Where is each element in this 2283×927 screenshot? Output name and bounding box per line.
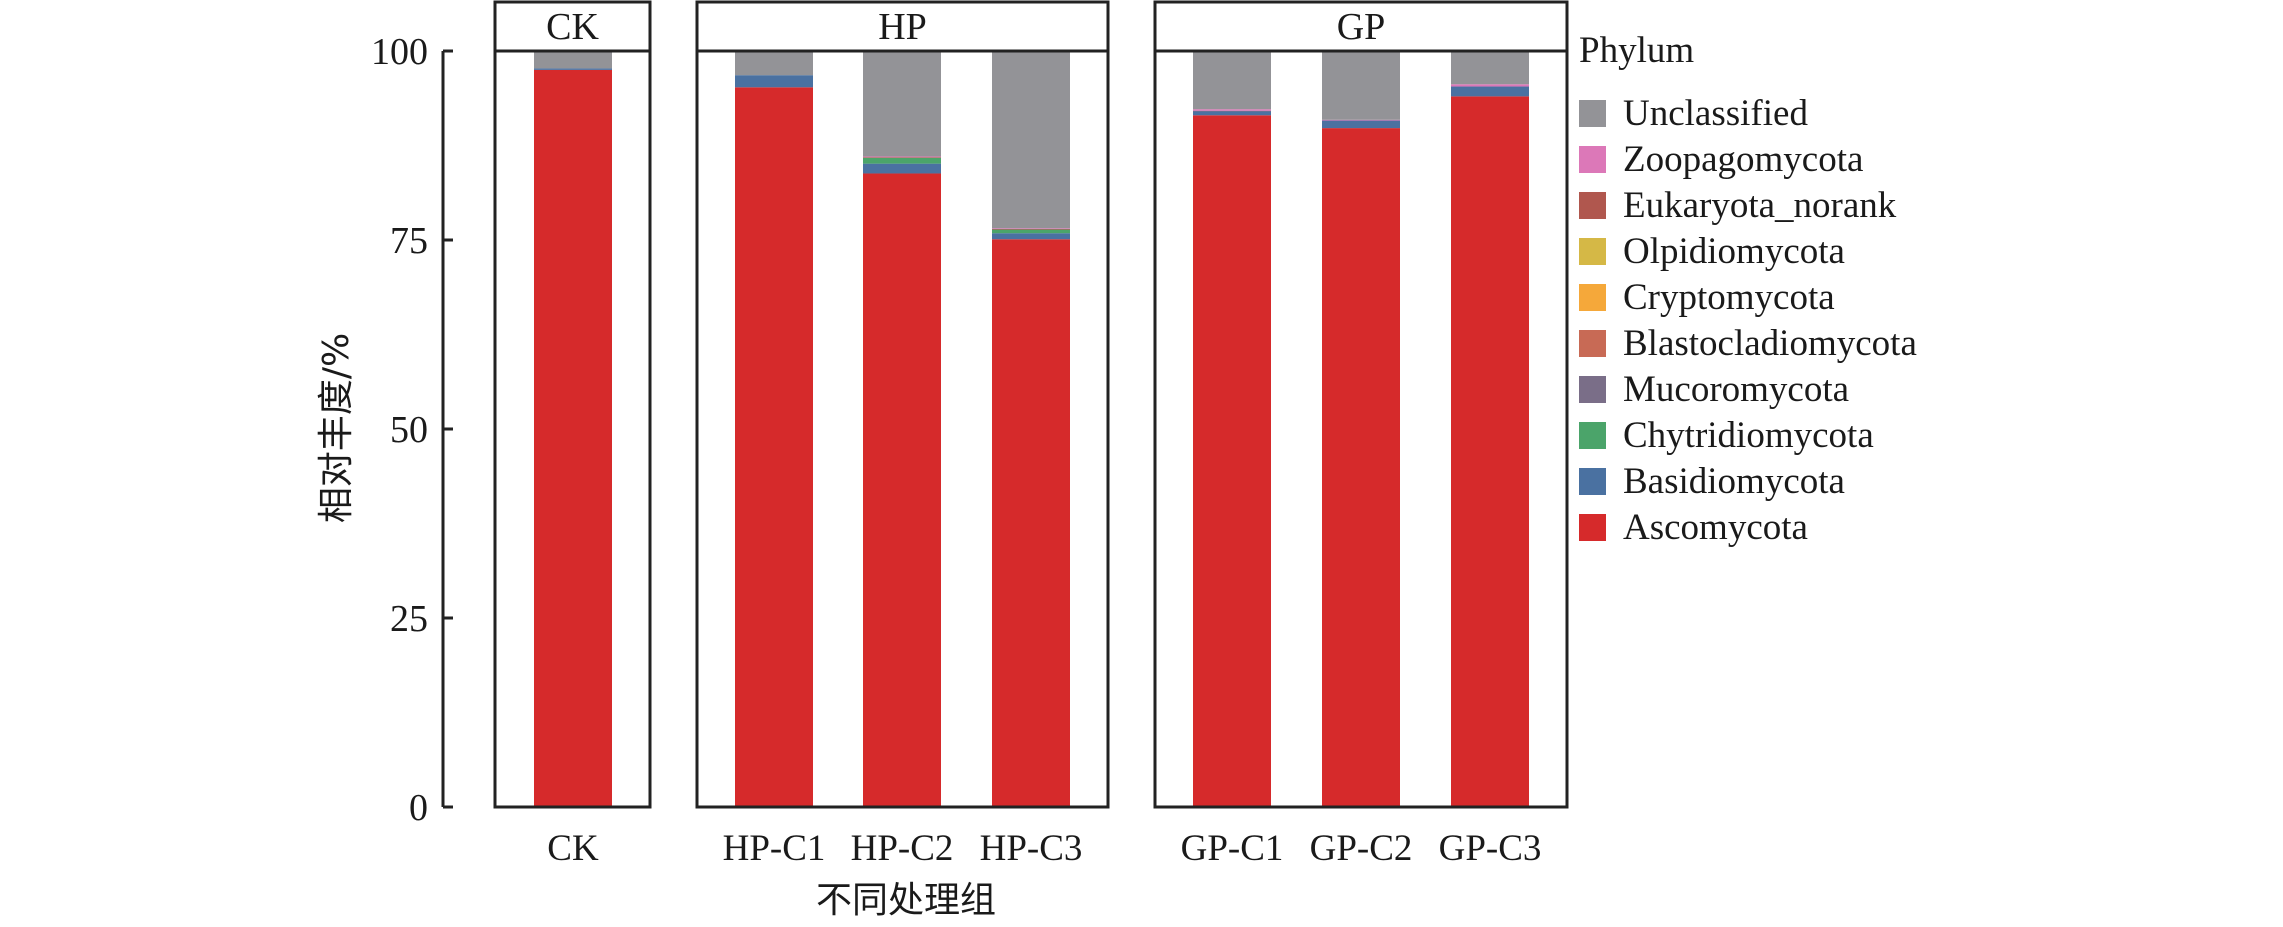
- legend-title: Phylum: [1579, 30, 1694, 71]
- legend-swatch: [1579, 146, 1606, 173]
- bar-segment-unclassified: [1322, 51, 1400, 120]
- x-tick-label: HP-C2: [851, 828, 954, 869]
- bar-hp-c2: [863, 51, 941, 808]
- facet-strip: [1153, 0, 1569, 53]
- y-axis-title: 相对丰度/%: [316, 333, 357, 523]
- bar-gp-c2: [1322, 51, 1400, 807]
- bar-segment-ascomycota: [863, 173, 941, 808]
- facet-strip-label: GP: [1337, 6, 1386, 48]
- legend-label: Basidiomycota: [1623, 461, 1845, 502]
- bar-segment-zoopagomycota: [1451, 84, 1529, 87]
- legend-item-olpidiomycota: Olpidiomycota: [1579, 231, 1845, 272]
- bar-segment-ascomycota: [735, 87, 813, 807]
- x-axis-title: 不同处理组: [816, 880, 996, 921]
- facet-strip-label: HP: [878, 6, 927, 48]
- legend-label: Olpidiomycota: [1623, 231, 1845, 272]
- y-tick-label: 0: [409, 787, 428, 829]
- bar-segment-unclassified: [1451, 51, 1529, 85]
- legend-swatch: [1579, 284, 1606, 311]
- y-tick-label: 50: [390, 409, 428, 451]
- bar-hp-c1: [735, 51, 813, 807]
- bar-segment-zoopagomycota: [1322, 119, 1400, 121]
- legend-item-mucoromycota: Mucoromycota: [1579, 369, 1849, 410]
- bar-segment-mucoromycota: [1193, 110, 1271, 112]
- legend-item-unclassified: Unclassified: [1579, 93, 1808, 134]
- legend-label: Ascomycota: [1623, 507, 1808, 548]
- bar-segment-unclassified: [1193, 51, 1271, 110]
- y-axis: 0 25 50 75 100: [371, 31, 453, 829]
- bar-segment-unclassified: [992, 51, 1070, 229]
- bar-segment-ascomycota: [1193, 115, 1271, 807]
- legend-label: Blastocladiomycota: [1623, 323, 1917, 364]
- legend-label: Zoopagomycota: [1623, 139, 1863, 180]
- x-tick-label: HP-C3: [980, 828, 1083, 869]
- bar-segment-zoopagomycota: [992, 228, 1070, 230]
- bar-segment-basidiomycota: [863, 163, 941, 174]
- bar-segment-basidiomycota: [1322, 120, 1400, 129]
- bar-gp-c1: [1193, 51, 1271, 807]
- legend-swatch: [1579, 376, 1606, 403]
- legend-swatch: [1579, 514, 1606, 541]
- legend-item-zoopagomycota: Zoopagomycota: [1579, 139, 1863, 180]
- bar-segment-zoopagomycota: [1193, 109, 1271, 111]
- x-tick-label: GP-C2: [1310, 828, 1413, 869]
- bar-hp-c3: [992, 51, 1070, 807]
- bar-segment-ascomycota: [992, 239, 1070, 807]
- legend: Phylum Unclassified Zoopagomycota Eukaryot…: [1579, 30, 1917, 548]
- panel-gp: GP: [1153, 0, 1569, 809]
- bar-gp-c3: [1451, 51, 1529, 808]
- legend-swatch: [1579, 468, 1606, 495]
- legend-item-cryptomycota: Cryptomycota: [1579, 277, 1835, 318]
- legend-swatch: [1579, 422, 1606, 449]
- legend-swatch: [1579, 100, 1606, 127]
- panel-frame: [1153, 49, 1569, 809]
- legend-label: Cryptomycota: [1623, 277, 1835, 318]
- bar-segment-ascomycota: [1322, 128, 1400, 807]
- bar-segment-chytridiomycota: [992, 229, 1070, 234]
- facet-panels: CK HP GP: [493, 0, 1569, 809]
- bar-ck: [534, 51, 612, 807]
- bar-segment-unclassified: [863, 51, 941, 157]
- facet-strip-label: CK: [546, 6, 599, 48]
- panel-frame: [493, 49, 652, 809]
- bar-segment-chytridiomycota: [863, 157, 941, 164]
- legend-label: Mucoromycota: [1623, 369, 1849, 410]
- legend-label: Unclassified: [1623, 93, 1808, 134]
- bar-segment-zoopagomycota: [863, 156, 941, 158]
- bar-segment-ascomycota: [534, 69, 612, 807]
- x-axis-labels: CK HP-C1 HP-C2 HP-C3 GP-C1 GP-C2 GP-C3: [547, 828, 1541, 869]
- panel-frame: [695, 49, 1110, 809]
- y-tick-label: 25: [390, 598, 428, 640]
- x-tick-label: CK: [547, 828, 599, 869]
- x-tick-label: GP-C1: [1181, 828, 1284, 869]
- legend-swatch: [1579, 330, 1606, 357]
- legend-item-basidiomycota: Basidiomycota: [1579, 461, 1845, 502]
- bar-segment-basidiomycota: [992, 233, 1070, 240]
- x-tick-label: HP-C1: [723, 828, 826, 869]
- bar-segment-ascomycota: [1451, 96, 1529, 808]
- bar-segment-unclassified: [534, 51, 612, 69]
- legend-item-chytridiomycota: Chytridiomycota: [1579, 415, 1874, 456]
- legend-item-blastocladiomycota: Blastocladiomycota: [1579, 323, 1917, 364]
- bar-segment-eukaryota_norank: [863, 157, 941, 158]
- bar-segment-basidiomycota: [1451, 86, 1529, 97]
- y-tick-label: 75: [390, 220, 428, 262]
- y-tick-label: 100: [371, 31, 428, 73]
- legend-label: Eukaryota_norank: [1623, 185, 1897, 226]
- bar-segment-basidiomycota: [534, 68, 612, 70]
- bar-segment-basidiomycota: [1193, 111, 1271, 116]
- panel-ck: CK: [493, 0, 652, 809]
- x-tick-label: GP-C3: [1439, 828, 1542, 869]
- bar-segment-eukaryota_norank: [992, 229, 1070, 230]
- legend-label: Chytridiomycota: [1623, 415, 1874, 456]
- legend-swatch: [1579, 192, 1606, 219]
- legend-item-ascomycota: Ascomycota: [1579, 507, 1808, 548]
- bar-segment-basidiomycota: [735, 75, 813, 88]
- bar-segment-unclassified: [735, 51, 813, 76]
- panel-hp: HP: [695, 0, 1110, 809]
- legend-swatch: [1579, 238, 1606, 265]
- legend-item-eukaryota_norank: Eukaryota_norank: [1579, 185, 1897, 226]
